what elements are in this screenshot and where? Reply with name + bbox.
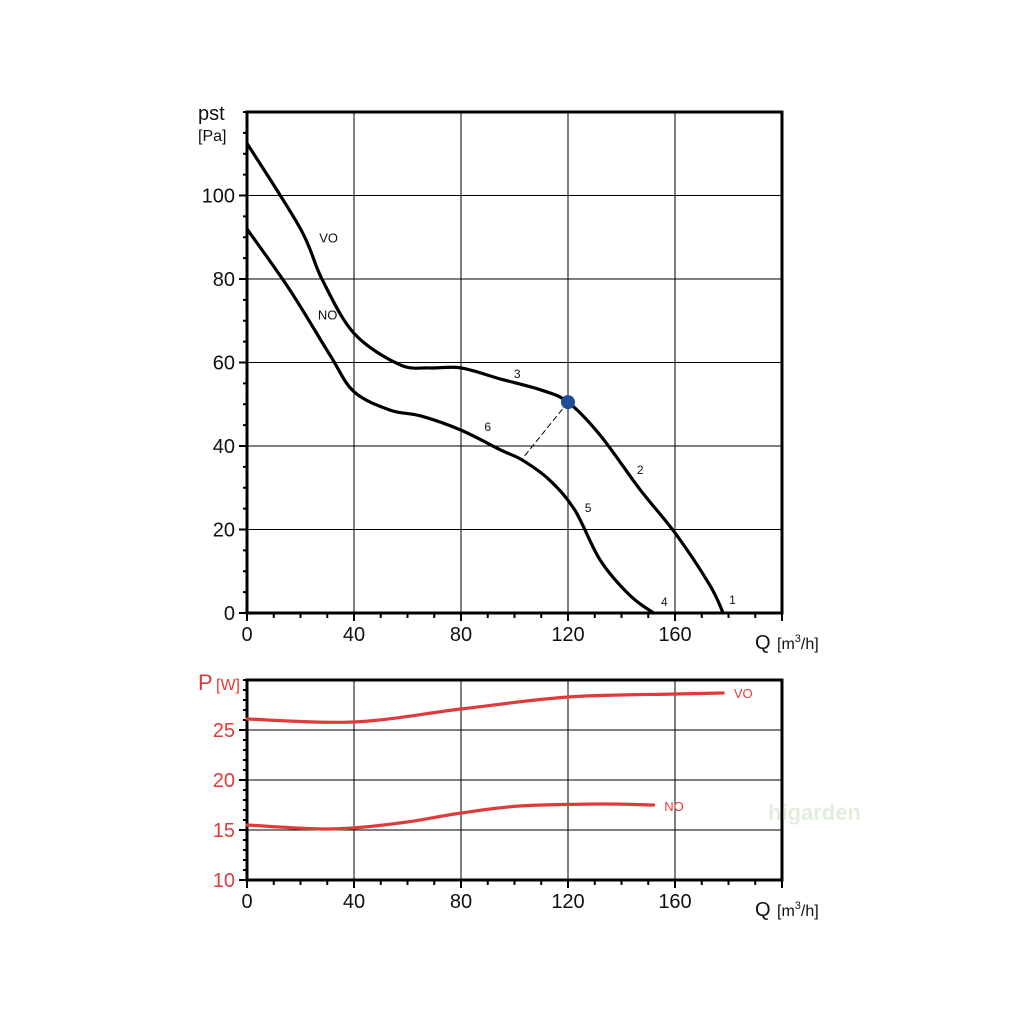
- x-axis-label: Q: [755, 899, 771, 921]
- x-tick-label: 120: [551, 891, 584, 913]
- operating-point: [561, 395, 575, 410]
- curve-annotation: 2: [637, 463, 644, 477]
- x-tick-label: 40: [343, 624, 365, 646]
- curve-annotation: 3: [514, 367, 521, 381]
- dashed-line: [522, 401, 569, 459]
- series-line-no: [245, 227, 656, 615]
- chart-1: 0 40 80 120 160 0 20 40 60 80 100 pst [Pa] Q [m3/h] VO N…: [198, 103, 819, 654]
- y-tick-label: 80: [213, 269, 235, 291]
- x-tick-label: 160: [658, 624, 691, 646]
- plot-frame: [245, 110, 784, 615]
- x-tick-label: 120: [551, 624, 584, 646]
- watermark-logo: higarden: [768, 800, 861, 825]
- plot-frame: [245, 678, 784, 882]
- y-tick-label: 15: [213, 820, 235, 842]
- curve-annotation: 4: [661, 595, 668, 609]
- series-label-vo: VO: [319, 230, 338, 245]
- curve-annotation: 6: [484, 420, 491, 434]
- y-axis-unit: [Pa]: [198, 128, 226, 145]
- y-tick-label: 10: [213, 870, 235, 892]
- y-tick-label: 0: [224, 603, 235, 625]
- x-tick-label: 40: [343, 891, 365, 913]
- y-axis-label: pst: [198, 103, 225, 125]
- x-axis-unit: [m3/h]: [777, 633, 819, 653]
- series-label-no: NO: [664, 799, 684, 814]
- x-axis-unit: [m3/h]: [777, 900, 819, 920]
- y-tick-label: 60: [213, 353, 235, 375]
- y-tick-label: 40: [213, 436, 235, 458]
- series-line-vo: [245, 691, 725, 724]
- x-tick-label: 0: [241, 624, 252, 646]
- y-tick-label: 25: [213, 720, 235, 742]
- series-line-no: [245, 802, 656, 831]
- x-tick-label: 80: [450, 624, 472, 646]
- x-tick-label: 0: [241, 891, 252, 913]
- x-tick-label: 160: [658, 891, 691, 913]
- curve-annotation: 1: [729, 593, 736, 607]
- y-tick-label: 20: [213, 770, 235, 792]
- series-label-no: NO: [318, 307, 338, 322]
- series-line-vo: [245, 141, 725, 615]
- series-label-vo: VO: [734, 686, 753, 701]
- x-tick-label: 80: [450, 891, 472, 913]
- chart-2: 0 40 80 120 160 10 15 20 25 P [W] Q [m3/h] VO NO: [198, 670, 819, 921]
- curve-annotation: 5: [585, 501, 592, 515]
- y-tick-label: 100: [202, 186, 235, 208]
- y-tick-label: 20: [213, 520, 235, 542]
- y-axis-unit: [W]: [216, 677, 240, 694]
- y-axis-label: P: [198, 670, 213, 695]
- x-axis-label: Q: [755, 632, 771, 654]
